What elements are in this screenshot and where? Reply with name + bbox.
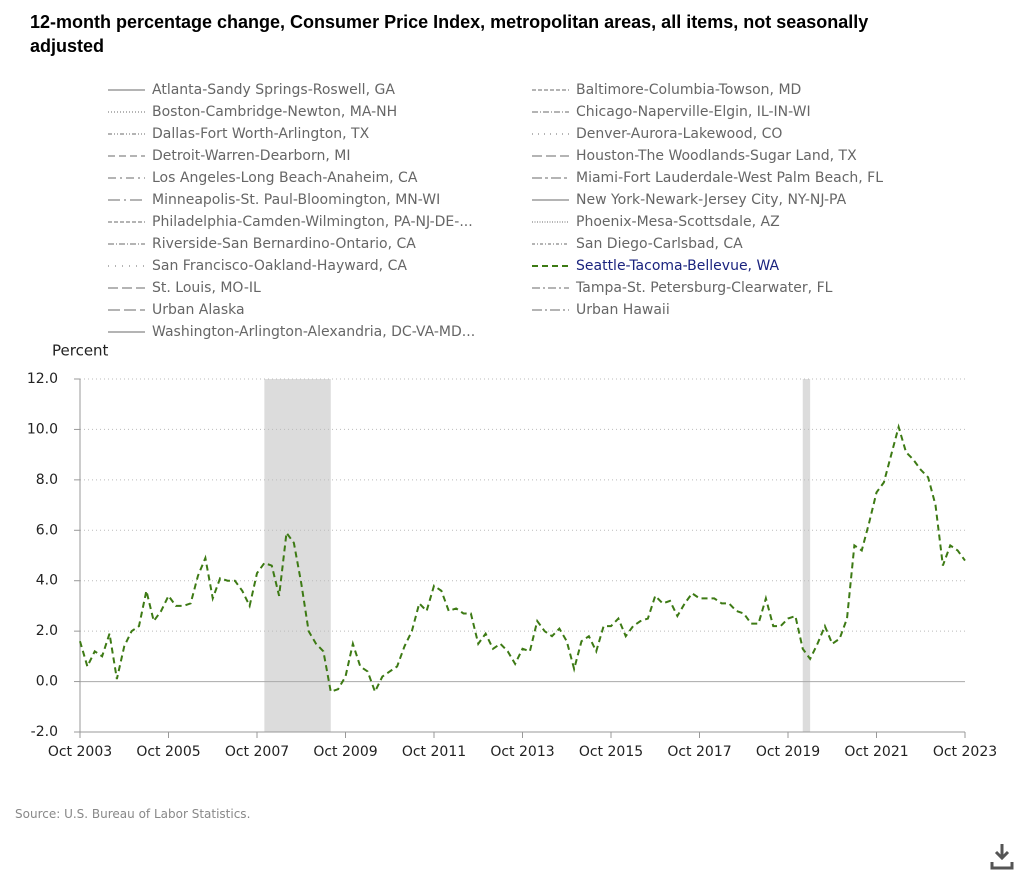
legend-label: St. Louis, MO-IL xyxy=(152,280,261,296)
legend-item[interactable]: Houston-The Woodlands-Sugar Land, TX xyxy=(532,148,857,164)
legend-item[interactable]: Urban Hawaii xyxy=(532,302,670,318)
x-tick-label: Oct 2007 xyxy=(225,744,289,760)
legend-label: Detroit-Warren-Dearborn, MI xyxy=(152,148,350,164)
data-line xyxy=(79,423,966,695)
legend-label: Tampa-St. Petersburg-Clearwater, FL xyxy=(575,280,833,296)
legend-item[interactable]: Detroit-Warren-Dearborn, MI xyxy=(108,148,350,164)
legend-label: San Diego-Carlsbad, CA xyxy=(576,236,743,252)
legend-label: Denver-Aurora-Lakewood, CO xyxy=(576,126,782,142)
legend-item[interactable]: Chicago-Naperville-Elgin, IL-IN-WI xyxy=(532,104,811,120)
legend-item[interactable]: Urban Alaska xyxy=(108,302,245,318)
legend-item[interactable]: Atlanta-Sandy Springs-Roswell, GA xyxy=(108,82,395,98)
legend-item[interactable]: New York-Newark-Jersey City, NY-NJ-PA xyxy=(532,192,847,208)
chart-title: 12-month percentage change, Consumer Pri… xyxy=(30,12,869,56)
y-tick-label: 12.0 xyxy=(27,371,58,387)
x-tick-label: Oct 2003 xyxy=(48,744,112,760)
legend-item[interactable]: San Diego-Carlsbad, CA xyxy=(532,236,743,252)
x-tick-label: Oct 2017 xyxy=(667,744,731,760)
legend-label: New York-Newark-Jersey City, NY-NJ-PA xyxy=(576,192,847,208)
legend-item[interactable]: Tampa-St. Petersburg-Clearwater, FL xyxy=(532,280,833,296)
legend-label: Los Angeles-Long Beach-Anaheim, CA xyxy=(152,170,418,186)
legend-label: Baltimore-Columbia-Towson, MD xyxy=(576,82,801,98)
legend-label: Washington-Arlington-Alexandria, DC-VA-M… xyxy=(152,324,475,340)
legend-item[interactable]: Los Angeles-Long Beach-Anaheim, CA xyxy=(108,170,418,186)
x-tick-label: Oct 2021 xyxy=(844,744,908,760)
legend-label: Houston-The Woodlands-Sugar Land, TX xyxy=(576,148,857,164)
legend-label: Miami-Fort Lauderdale-West Palm Beach, F… xyxy=(576,170,883,186)
legend-label: Urban Alaska xyxy=(152,302,245,318)
y-tick-label: -2.0 xyxy=(31,724,58,740)
legend-label: Riverside-San Bernardino-Ontario, CA xyxy=(152,236,416,252)
legend-label: Urban Hawaii xyxy=(576,302,670,318)
x-tick-label: Oct 2009 xyxy=(313,744,377,760)
legend-item[interactable]: St. Louis, MO-IL xyxy=(108,280,261,296)
x-tick-label: Oct 2013 xyxy=(490,744,554,760)
download-button[interactable] xyxy=(990,844,1014,870)
y-tick-label: 0.0 xyxy=(36,674,58,690)
x-tick-label: Oct 2011 xyxy=(402,744,466,760)
legend-item[interactable]: Washington-Arlington-Alexandria, DC-VA-M… xyxy=(108,324,475,340)
legend-item[interactable]: Seattle-Tacoma-Bellevue, WA xyxy=(532,258,780,274)
source-note: Source: U.S. Bureau of Labor Statistics. xyxy=(15,807,251,821)
y-tick-label: 6.0 xyxy=(36,522,58,538)
legend-label: Philadelphia-Camden-Wilmington, PA-NJ-DE… xyxy=(152,214,473,230)
y-tick-label: 10.0 xyxy=(27,421,58,437)
legend-item[interactable]: Riverside-San Bernardino-Ontario, CA xyxy=(108,236,416,252)
legend-label: San Francisco-Oakland-Hayward, CA xyxy=(152,258,407,274)
x-tick-label: Oct 2015 xyxy=(579,744,643,760)
legend-item[interactable]: Miami-Fort Lauderdale-West Palm Beach, F… xyxy=(532,170,883,186)
legend-item[interactable]: Denver-Aurora-Lakewood, CO xyxy=(532,126,782,142)
legend-item[interactable]: Dallas-Fort Worth-Arlington, TX xyxy=(108,126,370,142)
legend-item[interactable]: Philadelphia-Camden-Wilmington, PA-NJ-DE… xyxy=(108,214,473,230)
legend-item[interactable]: Phoenix-Mesa-Scottsdale, AZ xyxy=(532,214,780,230)
legend-label: Minneapolis-St. Paul-Bloomington, MN-WI xyxy=(152,192,440,208)
legend-label: Boston-Cambridge-Newton, MA-NH xyxy=(152,104,397,120)
legend-label: Seattle-Tacoma-Bellevue, WA xyxy=(576,258,780,274)
legend-item[interactable]: Baltimore-Columbia-Towson, MD xyxy=(532,82,801,98)
legend-label: Chicago-Naperville-Elgin, IL-IN-WI xyxy=(576,104,811,120)
legend-item[interactable]: Boston-Cambridge-Newton, MA-NH xyxy=(108,104,397,120)
legend-item[interactable]: Minneapolis-St. Paul-Bloomington, MN-WI xyxy=(108,192,440,208)
x-tick-label: Oct 2023 xyxy=(933,744,997,760)
recession-band xyxy=(264,379,331,732)
legend-label: Phoenix-Mesa-Scottsdale, AZ xyxy=(576,214,780,230)
legend-label: Dallas-Fort Worth-Arlington, TX xyxy=(152,126,370,142)
y-tick-label: 4.0 xyxy=(36,573,58,589)
y-tick-label: 8.0 xyxy=(36,472,58,488)
x-tick-label: Oct 2019 xyxy=(756,744,820,760)
legend-item[interactable]: San Francisco-Oakland-Hayward, CA xyxy=(108,258,407,274)
y-axis-label: Percent xyxy=(52,342,109,360)
y-tick-label: 2.0 xyxy=(36,623,58,639)
legend-label: Atlanta-Sandy Springs-Roswell, GA xyxy=(152,82,395,98)
x-tick-label: Oct 2005 xyxy=(136,744,200,760)
recession-band xyxy=(802,379,811,732)
